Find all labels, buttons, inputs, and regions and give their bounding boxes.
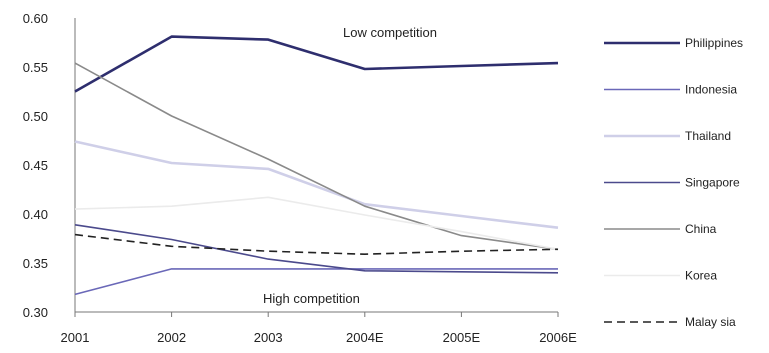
y-tick-label: 0.45 [23, 158, 48, 173]
x-tick-label: 2005E [443, 330, 481, 345]
y-axis: 0.60 0.55 0.50 0.45 0.40 0.35 0.30 [23, 11, 76, 320]
y-tick-label: 0.55 [23, 60, 48, 75]
series-line-thailand [74, 140, 559, 229]
legend-label: Malay sia [685, 315, 736, 329]
x-tick-label: 2001 [61, 330, 90, 345]
legend-label: Philippines [685, 36, 743, 50]
series-line-philippines [74, 35, 559, 93]
legend-label: Singapore [685, 176, 740, 190]
y-tick-label: 0.40 [23, 207, 48, 222]
high-competition-annotation: High competition [263, 291, 360, 306]
y-tick-label: 0.60 [23, 11, 48, 26]
x-tick-label: 2004E [346, 330, 384, 345]
legend: Philippines Indonesia Thailand Singapore Chi… [604, 36, 743, 329]
y-tick-label: 0.35 [23, 256, 48, 271]
series-lines [74, 35, 559, 296]
series-line-indonesia [74, 268, 558, 296]
x-tick-label: 2006E [539, 330, 577, 345]
legend-label: Thailand [685, 129, 731, 143]
legend-label: Korea [685, 269, 717, 283]
legend-label: China [685, 222, 717, 236]
low-competition-annotation: Low competition [343, 25, 437, 40]
y-tick-label: 0.50 [23, 109, 48, 124]
series-line-korea [74, 196, 559, 251]
series-line-malaysia [74, 233, 559, 255]
series-line-china [74, 62, 559, 251]
legend-label: Indonesia [685, 83, 737, 97]
series-line-singapore [74, 224, 559, 274]
y-tick-label: 0.30 [23, 305, 48, 320]
x-tick-label: 2003 [254, 330, 283, 345]
x-tick-label: 2002 [157, 330, 186, 345]
x-axis: 2001 2002 2003 2004E 2005E 2006E [61, 311, 577, 345]
